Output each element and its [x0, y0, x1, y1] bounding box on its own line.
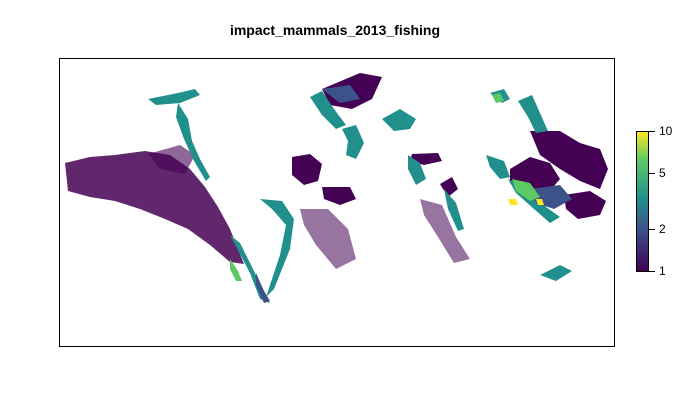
na-atlantic-coast-impact — [342, 125, 364, 159]
colorbar-tick-label: 5 — [659, 166, 666, 180]
labrador-coast-impact — [310, 91, 346, 129]
colorbar-tick — [649, 271, 655, 272]
caribbean-impact-region — [322, 187, 356, 205]
ocean-impact-map — [65, 73, 608, 303]
western-pacific-impact-region — [530, 131, 608, 189]
red-sea-impact-patch — [440, 177, 458, 197]
kamchatka-high-impact — [492, 93, 504, 103]
hudson-mid-impact — [322, 85, 360, 103]
map-title: impact_mammals_2013_fishing — [229, 22, 441, 38]
colorbar — [636, 131, 649, 272]
coral-sea-impact-region — [564, 191, 606, 219]
indonesia-high-impact — [512, 179, 540, 201]
alaska-coast-impact — [148, 89, 200, 105]
hotspot-impact — [536, 199, 544, 205]
pacific-impact-patch — [148, 145, 195, 174]
map-panel — [59, 58, 615, 347]
pacific-impact-region — [65, 151, 244, 264]
colorbar-tick — [649, 229, 655, 230]
east-africa-coast-impact — [444, 189, 464, 231]
colorbar-tick-label: 2 — [659, 222, 666, 236]
north-sea-impact — [382, 109, 416, 131]
colorbar-tick-label: 1 — [659, 264, 666, 278]
south-atlantic-speckle — [300, 209, 356, 269]
nz-coast-impact — [540, 265, 572, 281]
na-pacific-coast-impact — [176, 103, 210, 181]
colorbar-tick — [649, 131, 655, 132]
peru-high-impact — [230, 259, 242, 281]
indian-ocean-speckle — [420, 199, 470, 263]
colorbar-tick-label: 10 — [659, 124, 673, 138]
asia-pacific-coast-impact — [518, 95, 548, 133]
gulf-impact-region — [292, 154, 322, 185]
hotspot-impact — [508, 199, 518, 205]
patagonia-mid-impact — [256, 273, 270, 303]
india-coast-impact — [486, 155, 510, 179]
colorbar-tick — [649, 173, 655, 174]
west-africa-coast-impact — [408, 155, 426, 185]
sa-atlantic-coast-impact — [260, 199, 294, 297]
